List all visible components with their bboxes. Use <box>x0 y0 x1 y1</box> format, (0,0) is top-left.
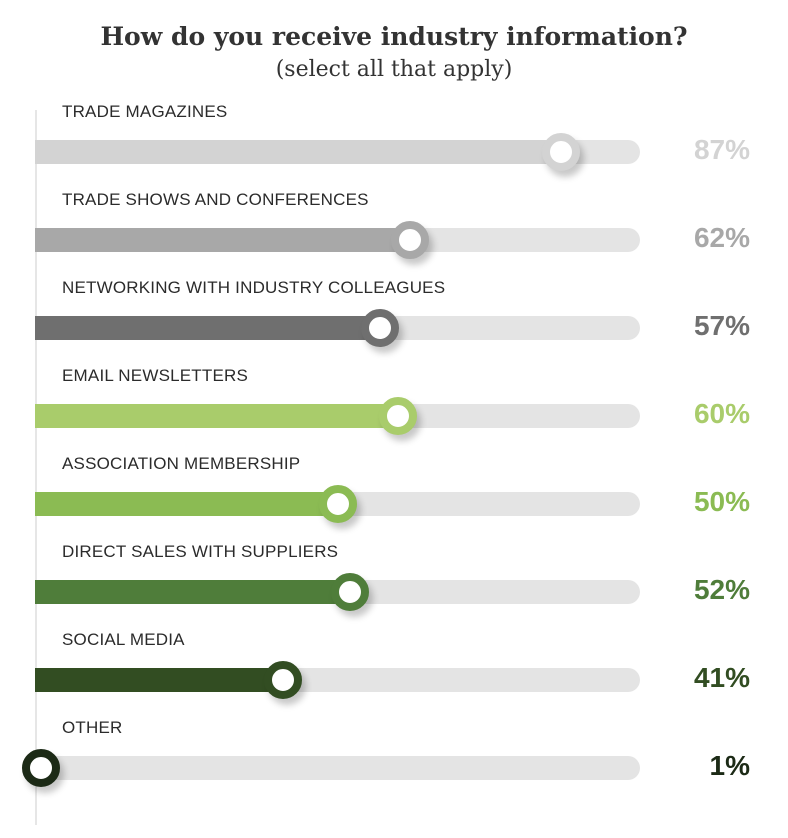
category-label: SOCIAL MEDIA <box>62 630 185 649</box>
chart-subtitle: (select all that apply) <box>275 57 513 82</box>
value-label: 50% <box>693 486 750 517</box>
value-label: 87% <box>693 134 750 165</box>
bar-row: TRADE SHOWS AND CONFERENCES 62% <box>0 190 788 280</box>
bar-fill <box>35 316 380 340</box>
bar-row: NETWORKING WITH INDUSTRY COLLEAGUES 57% <box>0 278 788 368</box>
bar-end-marker <box>330 573 369 611</box>
chart-title: How do you receive industry information? <box>100 22 688 51</box>
bar-row: TRADE MAGAZINES 87% <box>0 102 788 192</box>
bar-fill <box>35 140 562 164</box>
category-label: TRADE MAGAZINES <box>62 102 228 121</box>
category-label: EMAIL NEWSLETTERS <box>62 366 249 385</box>
bar-end-marker <box>379 397 417 435</box>
category-label: TRADE SHOWS AND CONFERENCES <box>62 190 369 209</box>
axis-line <box>35 110 37 825</box>
value-label: 41% <box>693 662 750 693</box>
bar-end-marker <box>318 485 357 523</box>
value-label: 1% <box>709 750 750 781</box>
value-label: 57% <box>693 310 750 341</box>
bar-end-marker <box>542 133 581 171</box>
bar-fill <box>35 492 338 516</box>
bar-end-marker <box>22 749 61 787</box>
bar-row: DIRECT SALES WITH SUPPLIERS 52% <box>0 542 788 632</box>
bar-end-marker <box>264 661 303 699</box>
bar-fill <box>35 580 350 604</box>
bar-row: EMAIL NEWSLETTERS 60% <box>0 366 788 456</box>
bar-fill <box>35 404 398 428</box>
category-label: ASSOCIATION MEMBERSHIP <box>62 454 301 473</box>
bar-row: SOCIAL MEDIA 41% <box>0 630 788 720</box>
value-label: 52% <box>693 574 750 605</box>
bar-end-marker <box>360 309 399 347</box>
bar-row: ASSOCIATION MEMBERSHIP 50% <box>0 454 788 544</box>
category-label: OTHER <box>62 718 123 737</box>
category-label: DIRECT SALES WITH SUPPLIERS <box>62 542 339 561</box>
bar-end-marker <box>391 221 430 259</box>
bar-row: OTHER 1% <box>0 718 788 808</box>
bar-track <box>35 756 640 780</box>
value-label: 60% <box>693 398 750 429</box>
bar-fill <box>35 668 284 692</box>
category-label: NETWORKING WITH INDUSTRY COLLEAGUES <box>62 278 446 297</box>
bar-fill <box>35 228 411 252</box>
value-label: 62% <box>693 222 750 253</box>
